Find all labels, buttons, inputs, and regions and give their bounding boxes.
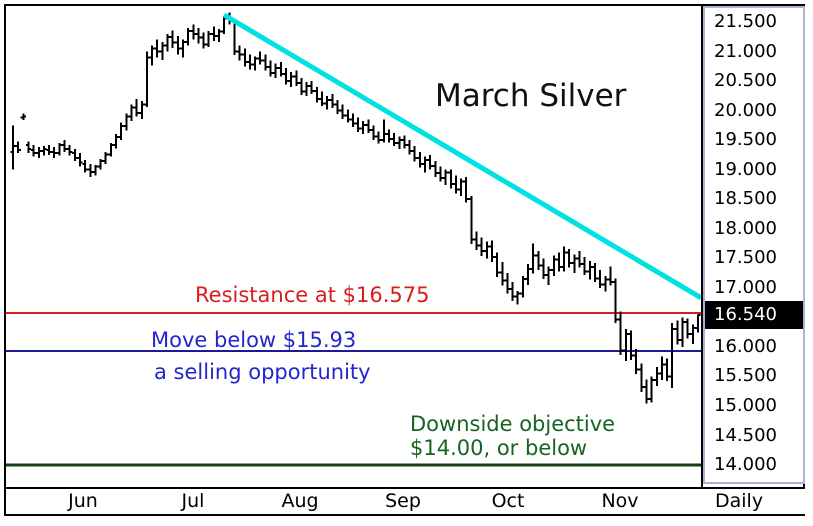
price-tick-label: 14.000	[714, 454, 777, 475]
price-chart-plot: March Silver Resistance at $16.575 Move …	[6, 6, 701, 487]
price-tick-label: 17.500	[714, 247, 777, 269]
price-axis-panel: 16.540 21.500 21.000 20.500 20.000 19.500 19.…	[703, 6, 805, 484]
downtrend-line	[222, 12, 701, 300]
price-tick-label: 18.500	[714, 188, 777, 210]
month-label: Jun	[68, 490, 98, 512]
price-chart-canvas	[6, 12, 701, 467]
last-price-box: 16.540	[705, 301, 803, 329]
month-label: Aug	[281, 490, 319, 512]
ohlc-open-close-ticks	[10, 17, 701, 400]
price-tick-label: 18.000	[714, 217, 777, 239]
time-axis: Daily Jun Jul Aug Sep Oct Nov	[6, 489, 805, 514]
chart-title: March Silver	[435, 78, 627, 114]
price-tick-label: 15.500	[714, 365, 777, 387]
month-label: Sep	[385, 490, 421, 512]
price-tick-label: 16.000	[714, 335, 777, 357]
plot-axis-divider	[701, 6, 703, 487]
resistance-annotation: Resistance at $16.575	[195, 283, 430, 307]
price-tick-label: 17.000	[714, 276, 777, 298]
objective-annotation-line1: Downside objective	[410, 412, 616, 436]
month-label: Oct	[491, 490, 525, 512]
month-label: Nov	[601, 490, 639, 512]
price-tick-label: 19.500	[714, 129, 777, 151]
price-tick-label: 15.000	[714, 394, 777, 416]
month-label: Jul	[181, 490, 205, 512]
plot-bottom-border	[6, 487, 805, 489]
timeframe-label: Daily	[715, 490, 764, 512]
price-tick-label: 21.000	[714, 40, 777, 62]
price-tick-label: 19.000	[714, 158, 777, 180]
objective-annotation-line2: $14.00, or below	[410, 436, 588, 460]
price-tick-label: 20.000	[714, 99, 777, 121]
support-annotation-line1: Move below $15.93	[151, 328, 357, 352]
price-tick-label: 14.500	[714, 424, 777, 446]
support-annotation-line2: a selling opportunity	[154, 360, 371, 384]
price-tick-label: 21.500	[714, 11, 777, 32]
price-tick-label: 20.500	[714, 70, 777, 92]
